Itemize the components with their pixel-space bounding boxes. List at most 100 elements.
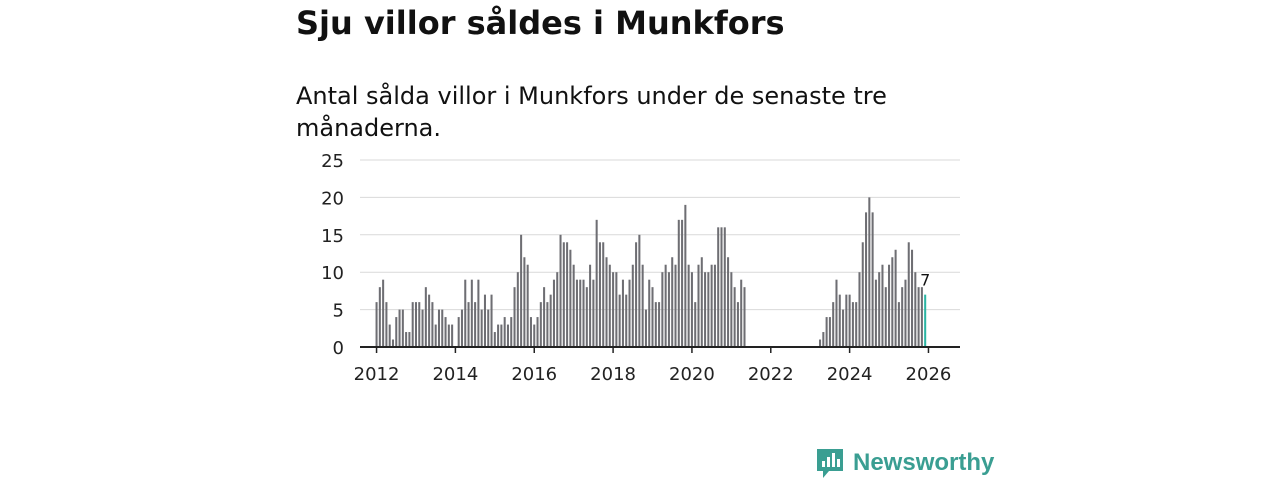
y-tick-label: 10 [321, 263, 344, 284]
x-tick-label: 2022 [748, 364, 794, 385]
bar [536, 317, 539, 347]
bar [723, 227, 726, 347]
bar [874, 279, 877, 347]
bar [464, 279, 467, 347]
bar [421, 309, 424, 347]
bar [901, 287, 904, 347]
bar [513, 287, 516, 347]
bar [579, 279, 582, 347]
bar [710, 264, 713, 347]
bar [467, 302, 470, 347]
bar-highlight [924, 294, 927, 347]
bar [904, 279, 907, 347]
bar [736, 302, 739, 347]
bar [631, 264, 634, 347]
bar [851, 302, 854, 347]
y-tick-label: 20 [321, 188, 344, 209]
bar [552, 279, 555, 347]
bar [871, 212, 874, 347]
bar [743, 287, 746, 347]
bar [858, 272, 861, 347]
newsworthy-brand[interactable]: Newsworthy [815, 447, 994, 479]
bar [431, 302, 434, 347]
bar [648, 279, 651, 347]
bar [395, 317, 398, 347]
bar [549, 294, 552, 347]
bar [667, 272, 670, 347]
bar [671, 257, 674, 347]
bar [612, 272, 615, 347]
bar [592, 279, 595, 347]
bar [382, 279, 385, 347]
x-tick-label: 2018 [590, 364, 636, 385]
chart-title: Sju villor såldes i Munkfors [296, 4, 785, 42]
bar [730, 272, 733, 347]
bar [697, 264, 700, 347]
bar [546, 302, 549, 347]
bar [868, 197, 871, 347]
bar [897, 302, 900, 347]
bar [842, 309, 845, 347]
bar [490, 294, 493, 347]
bar [595, 219, 598, 347]
bar [694, 302, 697, 347]
bar [401, 309, 404, 347]
bar [510, 317, 513, 347]
bar [828, 317, 831, 347]
bar [483, 294, 486, 347]
bar [661, 272, 664, 347]
bar [664, 264, 667, 347]
bar [523, 257, 526, 347]
bar [618, 294, 621, 347]
bar [845, 294, 848, 347]
bar [441, 309, 444, 347]
bar [460, 309, 463, 347]
bar [681, 219, 684, 347]
x-tick-label: 2012 [354, 364, 400, 385]
bar [434, 324, 437, 347]
bar [375, 302, 378, 347]
bar [838, 294, 841, 347]
x-tick-label: 2026 [906, 364, 952, 385]
bar [832, 302, 835, 347]
bar [700, 257, 703, 347]
bar [391, 339, 394, 347]
bar [822, 332, 825, 347]
chart-subtitle: Antal sålda villor i Munkfors under de s… [296, 82, 887, 142]
bar [861, 242, 864, 347]
bar [608, 264, 611, 347]
bar [911, 249, 914, 347]
bar [428, 294, 431, 347]
bar [602, 242, 605, 347]
bar [418, 302, 421, 347]
bar [855, 302, 858, 347]
bar [605, 257, 608, 347]
bar [493, 332, 496, 347]
bar [628, 279, 631, 347]
bar [480, 309, 483, 347]
y-tick-label: 15 [321, 226, 344, 247]
bar [470, 279, 473, 347]
bar [615, 272, 618, 347]
bar [677, 219, 680, 347]
bar [713, 264, 716, 347]
bar [385, 302, 388, 347]
bar [398, 309, 401, 347]
bar [621, 279, 624, 347]
bar [654, 302, 657, 347]
bar [878, 272, 881, 347]
bar [526, 264, 529, 347]
bar [582, 279, 585, 347]
bar [562, 242, 565, 347]
y-axis-labels: 0 5 10 15 20 25 [321, 151, 344, 359]
bar [539, 302, 542, 347]
bar [566, 242, 569, 347]
bar [589, 264, 592, 347]
bar [914, 272, 917, 347]
bar [891, 257, 894, 347]
brand-name: Newsworthy [853, 449, 995, 476]
bar [506, 324, 509, 347]
bar [585, 287, 588, 347]
bar [625, 294, 628, 347]
